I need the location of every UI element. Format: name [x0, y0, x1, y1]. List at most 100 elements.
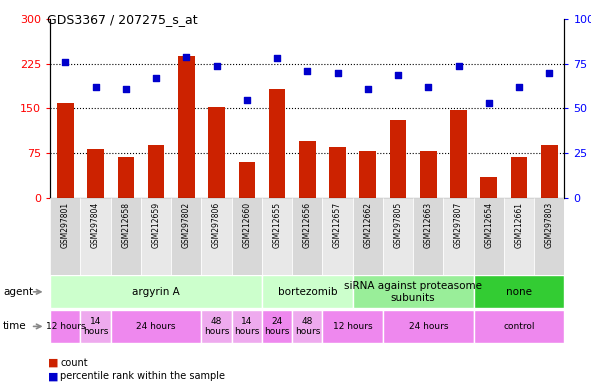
Point	[303, 68, 312, 74]
Point	[272, 55, 282, 61]
Bar	[292, 310, 323, 343]
Point	[424, 84, 433, 90]
Bar	[80, 310, 111, 343]
Text: 14
hours: 14 hours	[83, 317, 108, 336]
Bar	[111, 310, 202, 343]
Text: 12 hours: 12 hours	[333, 322, 372, 331]
Bar	[473, 198, 504, 275]
Text: 24
hours: 24 hours	[264, 317, 290, 336]
Text: time: time	[3, 321, 27, 331]
Point	[121, 86, 131, 92]
Text: GSM212654: GSM212654	[484, 202, 493, 248]
Point	[454, 63, 463, 69]
Bar	[57, 103, 74, 198]
Text: GSM212662: GSM212662	[363, 202, 372, 248]
Text: GSM297801: GSM297801	[61, 202, 70, 248]
Text: ■: ■	[48, 371, 59, 381]
Point	[363, 86, 372, 92]
Text: 12 hours: 12 hours	[46, 322, 85, 331]
Text: GSM212657: GSM212657	[333, 202, 342, 248]
Bar	[353, 198, 383, 275]
Bar	[541, 146, 557, 198]
Bar	[118, 157, 134, 198]
Bar	[178, 56, 194, 198]
Bar	[111, 198, 141, 275]
Text: GSM297807: GSM297807	[454, 202, 463, 248]
Bar	[239, 162, 255, 198]
Text: siRNA against proteasome
subunits: siRNA against proteasome subunits	[344, 281, 482, 303]
Text: GSM212655: GSM212655	[272, 202, 281, 248]
Text: none: none	[506, 287, 532, 297]
Bar	[50, 198, 80, 275]
Point	[514, 84, 524, 90]
Text: count: count	[60, 358, 88, 368]
Point	[151, 75, 161, 81]
Bar	[323, 198, 353, 275]
Bar	[504, 198, 534, 275]
Text: GDS3367 / 207275_s_at: GDS3367 / 207275_s_at	[47, 13, 198, 26]
Point	[91, 84, 100, 90]
Bar	[269, 89, 285, 198]
Bar	[473, 310, 564, 343]
Bar	[443, 198, 473, 275]
Bar	[262, 310, 292, 343]
Text: 24 hours: 24 hours	[408, 322, 448, 331]
Text: GSM212663: GSM212663	[424, 202, 433, 248]
Text: GSM297806: GSM297806	[212, 202, 221, 248]
Bar	[148, 146, 164, 198]
Text: agent: agent	[3, 287, 33, 297]
Bar	[383, 198, 413, 275]
Bar	[299, 141, 316, 198]
Bar	[87, 149, 104, 198]
Bar	[353, 275, 473, 308]
Bar	[202, 310, 232, 343]
Text: GSM212658: GSM212658	[121, 202, 131, 248]
Bar	[511, 157, 527, 198]
Text: control: control	[504, 322, 535, 331]
Bar	[359, 151, 376, 198]
Bar	[202, 198, 232, 275]
Text: GSM297805: GSM297805	[394, 202, 402, 248]
Bar	[323, 310, 383, 343]
Bar	[450, 110, 467, 198]
Bar	[383, 310, 473, 343]
Point	[333, 70, 342, 76]
Bar	[473, 275, 564, 308]
Bar	[232, 198, 262, 275]
Point	[212, 63, 221, 69]
Point	[544, 70, 554, 76]
Bar	[534, 198, 564, 275]
Text: GSM212659: GSM212659	[152, 202, 161, 248]
Text: GSM297802: GSM297802	[182, 202, 191, 248]
Bar	[232, 310, 262, 343]
Text: percentile rank within the sample: percentile rank within the sample	[60, 371, 225, 381]
Text: GSM297804: GSM297804	[91, 202, 100, 248]
Text: bortezomib: bortezomib	[278, 287, 337, 297]
Text: GSM297803: GSM297803	[545, 202, 554, 248]
Bar	[208, 107, 225, 198]
Point	[181, 54, 191, 60]
Bar	[480, 177, 497, 198]
Bar	[329, 147, 346, 198]
Text: 14
hours: 14 hours	[234, 317, 259, 336]
Text: GSM212660: GSM212660	[242, 202, 251, 248]
Bar	[50, 310, 80, 343]
Bar	[50, 275, 262, 308]
Bar	[171, 198, 202, 275]
Bar	[292, 198, 323, 275]
Text: 24 hours: 24 hours	[137, 322, 176, 331]
Text: GSM212656: GSM212656	[303, 202, 312, 248]
Bar	[262, 198, 292, 275]
Text: argyrin A: argyrin A	[132, 287, 180, 297]
Point	[484, 100, 493, 106]
Bar	[420, 151, 437, 198]
Point	[242, 96, 252, 103]
Point	[394, 71, 403, 78]
Point	[61, 59, 70, 65]
Bar	[80, 198, 111, 275]
Bar	[413, 198, 443, 275]
Text: 48
hours: 48 hours	[295, 317, 320, 336]
Bar	[389, 121, 407, 198]
Bar	[262, 275, 353, 308]
Bar	[141, 198, 171, 275]
